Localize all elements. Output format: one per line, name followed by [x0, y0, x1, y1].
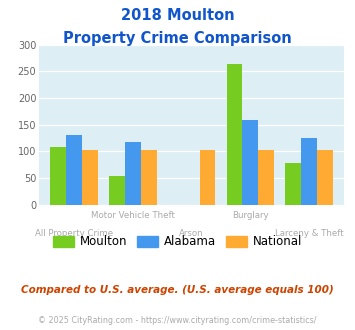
Bar: [242, 120, 258, 205]
Bar: [82, 150, 98, 205]
Text: Motor Vehicle Theft: Motor Vehicle Theft: [91, 211, 175, 220]
Bar: [285, 163, 301, 205]
Legend: Moulton, Alabama, National: Moulton, Alabama, National: [48, 231, 307, 253]
Bar: [109, 176, 125, 205]
Bar: [66, 135, 82, 205]
Bar: [125, 142, 141, 205]
Bar: [301, 139, 317, 205]
Text: Property Crime Comparison: Property Crime Comparison: [63, 31, 292, 46]
Text: 2018 Moulton: 2018 Moulton: [121, 8, 234, 23]
Bar: [141, 150, 157, 205]
Bar: [317, 150, 333, 205]
Bar: [50, 147, 66, 205]
Text: Larceny & Theft: Larceny & Theft: [275, 229, 343, 238]
Text: Compared to U.S. average. (U.S. average equals 100): Compared to U.S. average. (U.S. average …: [21, 285, 334, 295]
Text: All Property Crime: All Property Crime: [35, 229, 113, 238]
Text: Arson: Arson: [179, 229, 204, 238]
Text: Burglary: Burglary: [232, 211, 269, 220]
Bar: [258, 150, 274, 205]
Bar: [200, 150, 215, 205]
Bar: [226, 64, 242, 205]
Text: © 2025 CityRating.com - https://www.cityrating.com/crime-statistics/: © 2025 CityRating.com - https://www.city…: [38, 316, 317, 325]
